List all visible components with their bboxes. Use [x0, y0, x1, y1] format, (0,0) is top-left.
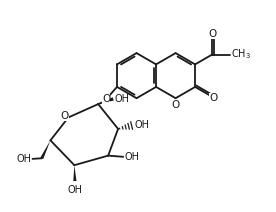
Text: OH: OH: [134, 120, 149, 130]
Text: O: O: [61, 111, 69, 121]
Polygon shape: [73, 165, 76, 181]
Text: OH: OH: [67, 185, 83, 195]
Text: OH: OH: [16, 154, 31, 165]
Text: OH: OH: [114, 94, 129, 104]
Text: O: O: [209, 93, 217, 103]
Polygon shape: [98, 97, 114, 104]
Polygon shape: [40, 140, 51, 159]
Text: O: O: [102, 94, 110, 104]
Text: O: O: [208, 29, 216, 39]
Text: O: O: [171, 100, 180, 110]
Text: OH: OH: [124, 152, 139, 162]
Text: CH$_3$: CH$_3$: [231, 48, 251, 61]
